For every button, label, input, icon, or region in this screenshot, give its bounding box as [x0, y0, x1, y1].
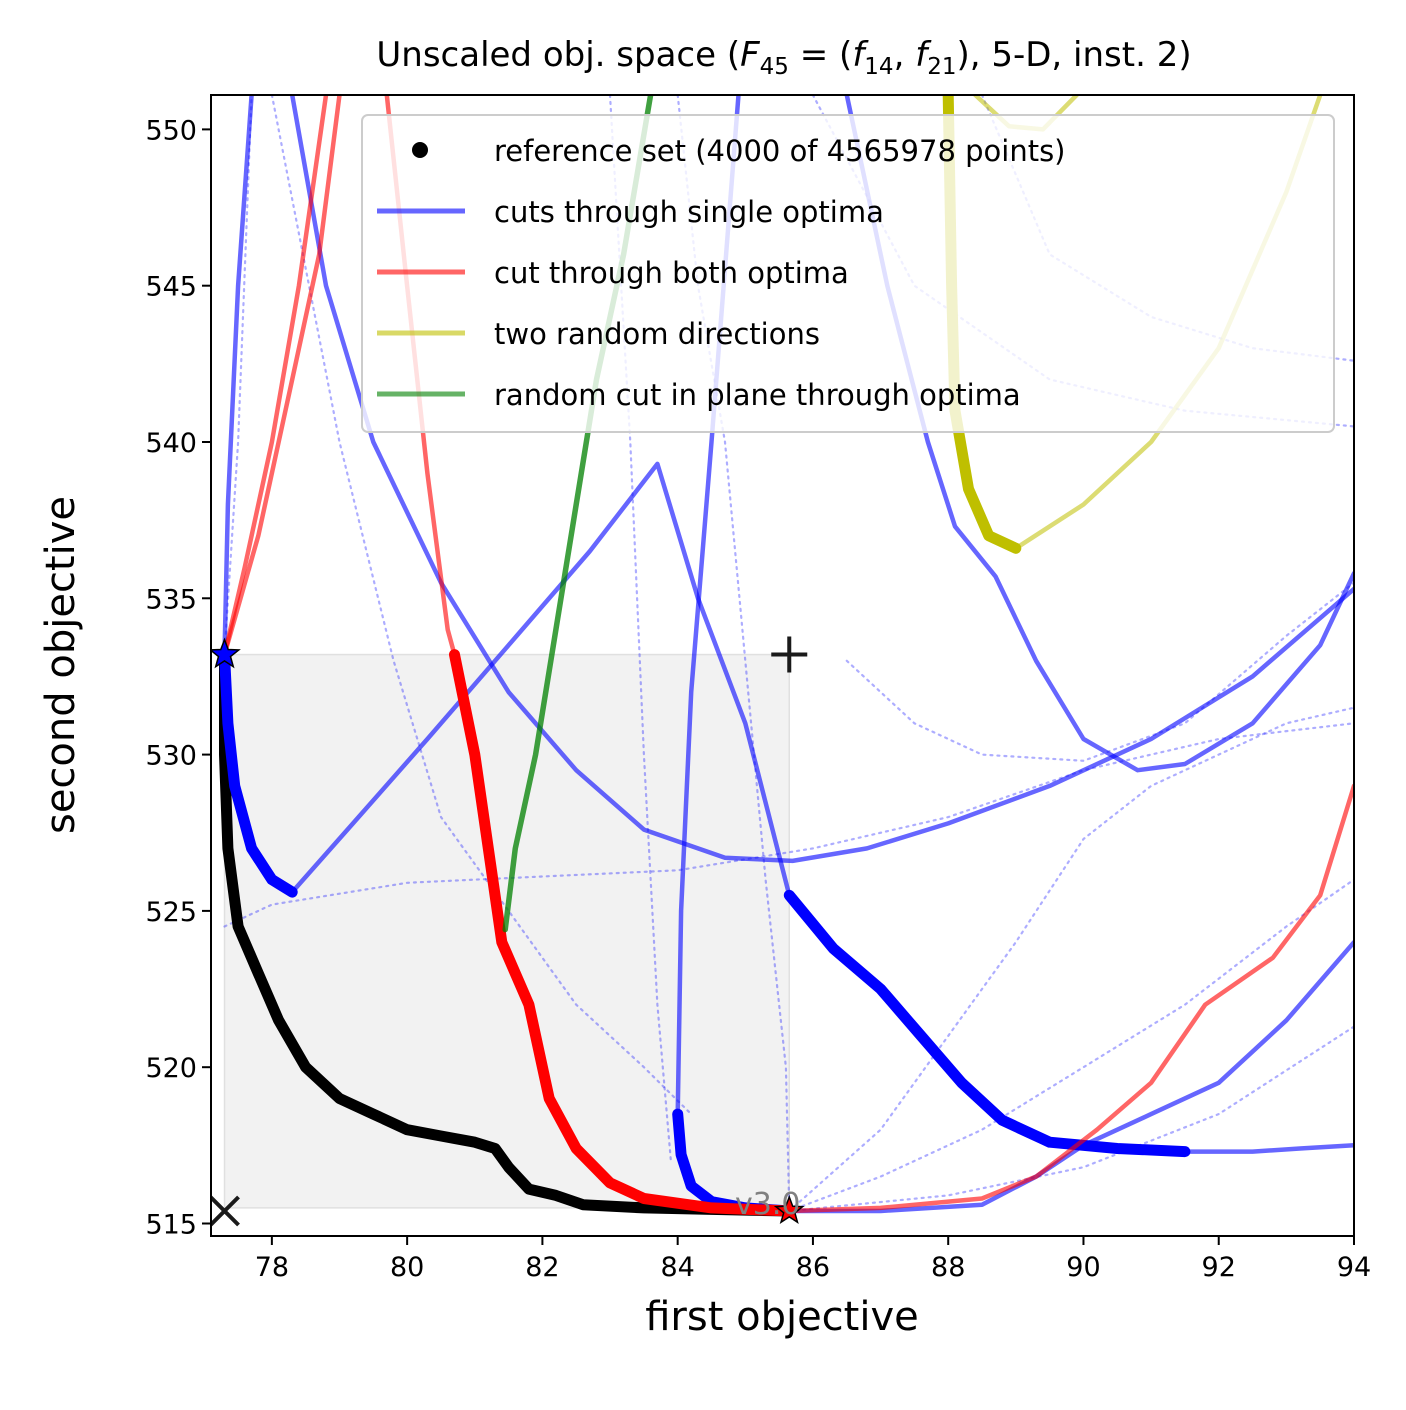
series-single-8 — [289, 95, 1354, 864]
y-tick-label: 545 — [145, 272, 197, 303]
series-single-3 — [783, 889, 1191, 1158]
x-tick-label: 82 — [525, 1252, 559, 1283]
series-both-14 — [449, 649, 795, 1217]
legend-label: cuts through single optima — [494, 195, 884, 229]
x-tick-label: 84 — [660, 1252, 694, 1283]
series-single-2 — [289, 461, 792, 898]
legend-label: two random directions — [494, 317, 820, 351]
x-tick-label: 94 — [1337, 1252, 1371, 1283]
y-tick-label: 550 — [145, 115, 197, 146]
series-both-12 — [222, 95, 329, 657]
x-tick-label: 88 — [931, 1252, 965, 1283]
x-tick-label: 86 — [796, 1252, 830, 1283]
optimum-star-2 — [773, 1194, 805, 1225]
x-tick-label: 80 — [390, 1252, 424, 1283]
legend-label: reference set (4000 of 4565978 points) — [494, 134, 1066, 168]
series-single-4 — [1182, 1143, 1354, 1154]
y-tick-label: 525 — [145, 897, 197, 928]
version-label: v3.0 — [735, 1187, 800, 1222]
legend-label: random cut in plane through optima — [494, 378, 1021, 412]
x-axis-label: first objective — [645, 1294, 919, 1340]
y-tick-label: 520 — [145, 1053, 197, 1084]
x-axis-ticks: 78 80 82 84 86 88 90 92 94 — [255, 1236, 1371, 1283]
dotted-cut-0 — [223, 722, 1354, 928]
y-tick-label: 515 — [145, 1209, 197, 1240]
nadir-point-marker — [771, 636, 808, 673]
y-tick-label: 540 — [145, 428, 197, 459]
optimum-star-1 — [211, 637, 241, 669]
legend-marker-dot — [412, 142, 428, 158]
series-layer — [219, 95, 1354, 1217]
y-axis-ticks: 515 520 525 530 535 540 545 550 — [145, 115, 211, 1240]
ideal-point-marker — [211, 1195, 240, 1227]
legend: reference set (4000 of 4565978 points) cu… — [361, 114, 1335, 433]
dotted-cut-5 — [788, 706, 1354, 1213]
y-tick-label: 535 — [145, 584, 197, 615]
series-both-15 — [787, 783, 1354, 1214]
series-single-10 — [787, 939, 1354, 1214]
dotted-cut-6 — [788, 878, 1354, 1213]
y-axis-label: second objective — [38, 496, 84, 834]
marker-layer — [211, 636, 808, 1227]
legend-box — [361, 114, 1335, 433]
x-tick-label: 90 — [1066, 1252, 1100, 1283]
axes-frame — [210, 94, 1355, 1237]
dotted-cut-1 — [270, 95, 693, 1116]
legend-label: cut through both optima — [494, 256, 849, 290]
dotted-cut-8 — [223, 95, 253, 656]
x-tick-label: 92 — [1202, 1252, 1236, 1283]
chart-title: Unscaled obj. space (F45 = (f14, f21), 5… — [376, 35, 1191, 80]
x-tick-label: 78 — [255, 1252, 289, 1283]
series-both-11 — [222, 95, 342, 657]
series-single-7 — [222, 95, 254, 657]
series-single-1 — [219, 649, 298, 898]
y-tick-label: 530 — [145, 741, 197, 772]
dotted-cut-7 — [845, 581, 1354, 762]
series-reference-0 — [219, 649, 795, 1217]
dotted-cut-10 — [788, 1025, 1354, 1213]
